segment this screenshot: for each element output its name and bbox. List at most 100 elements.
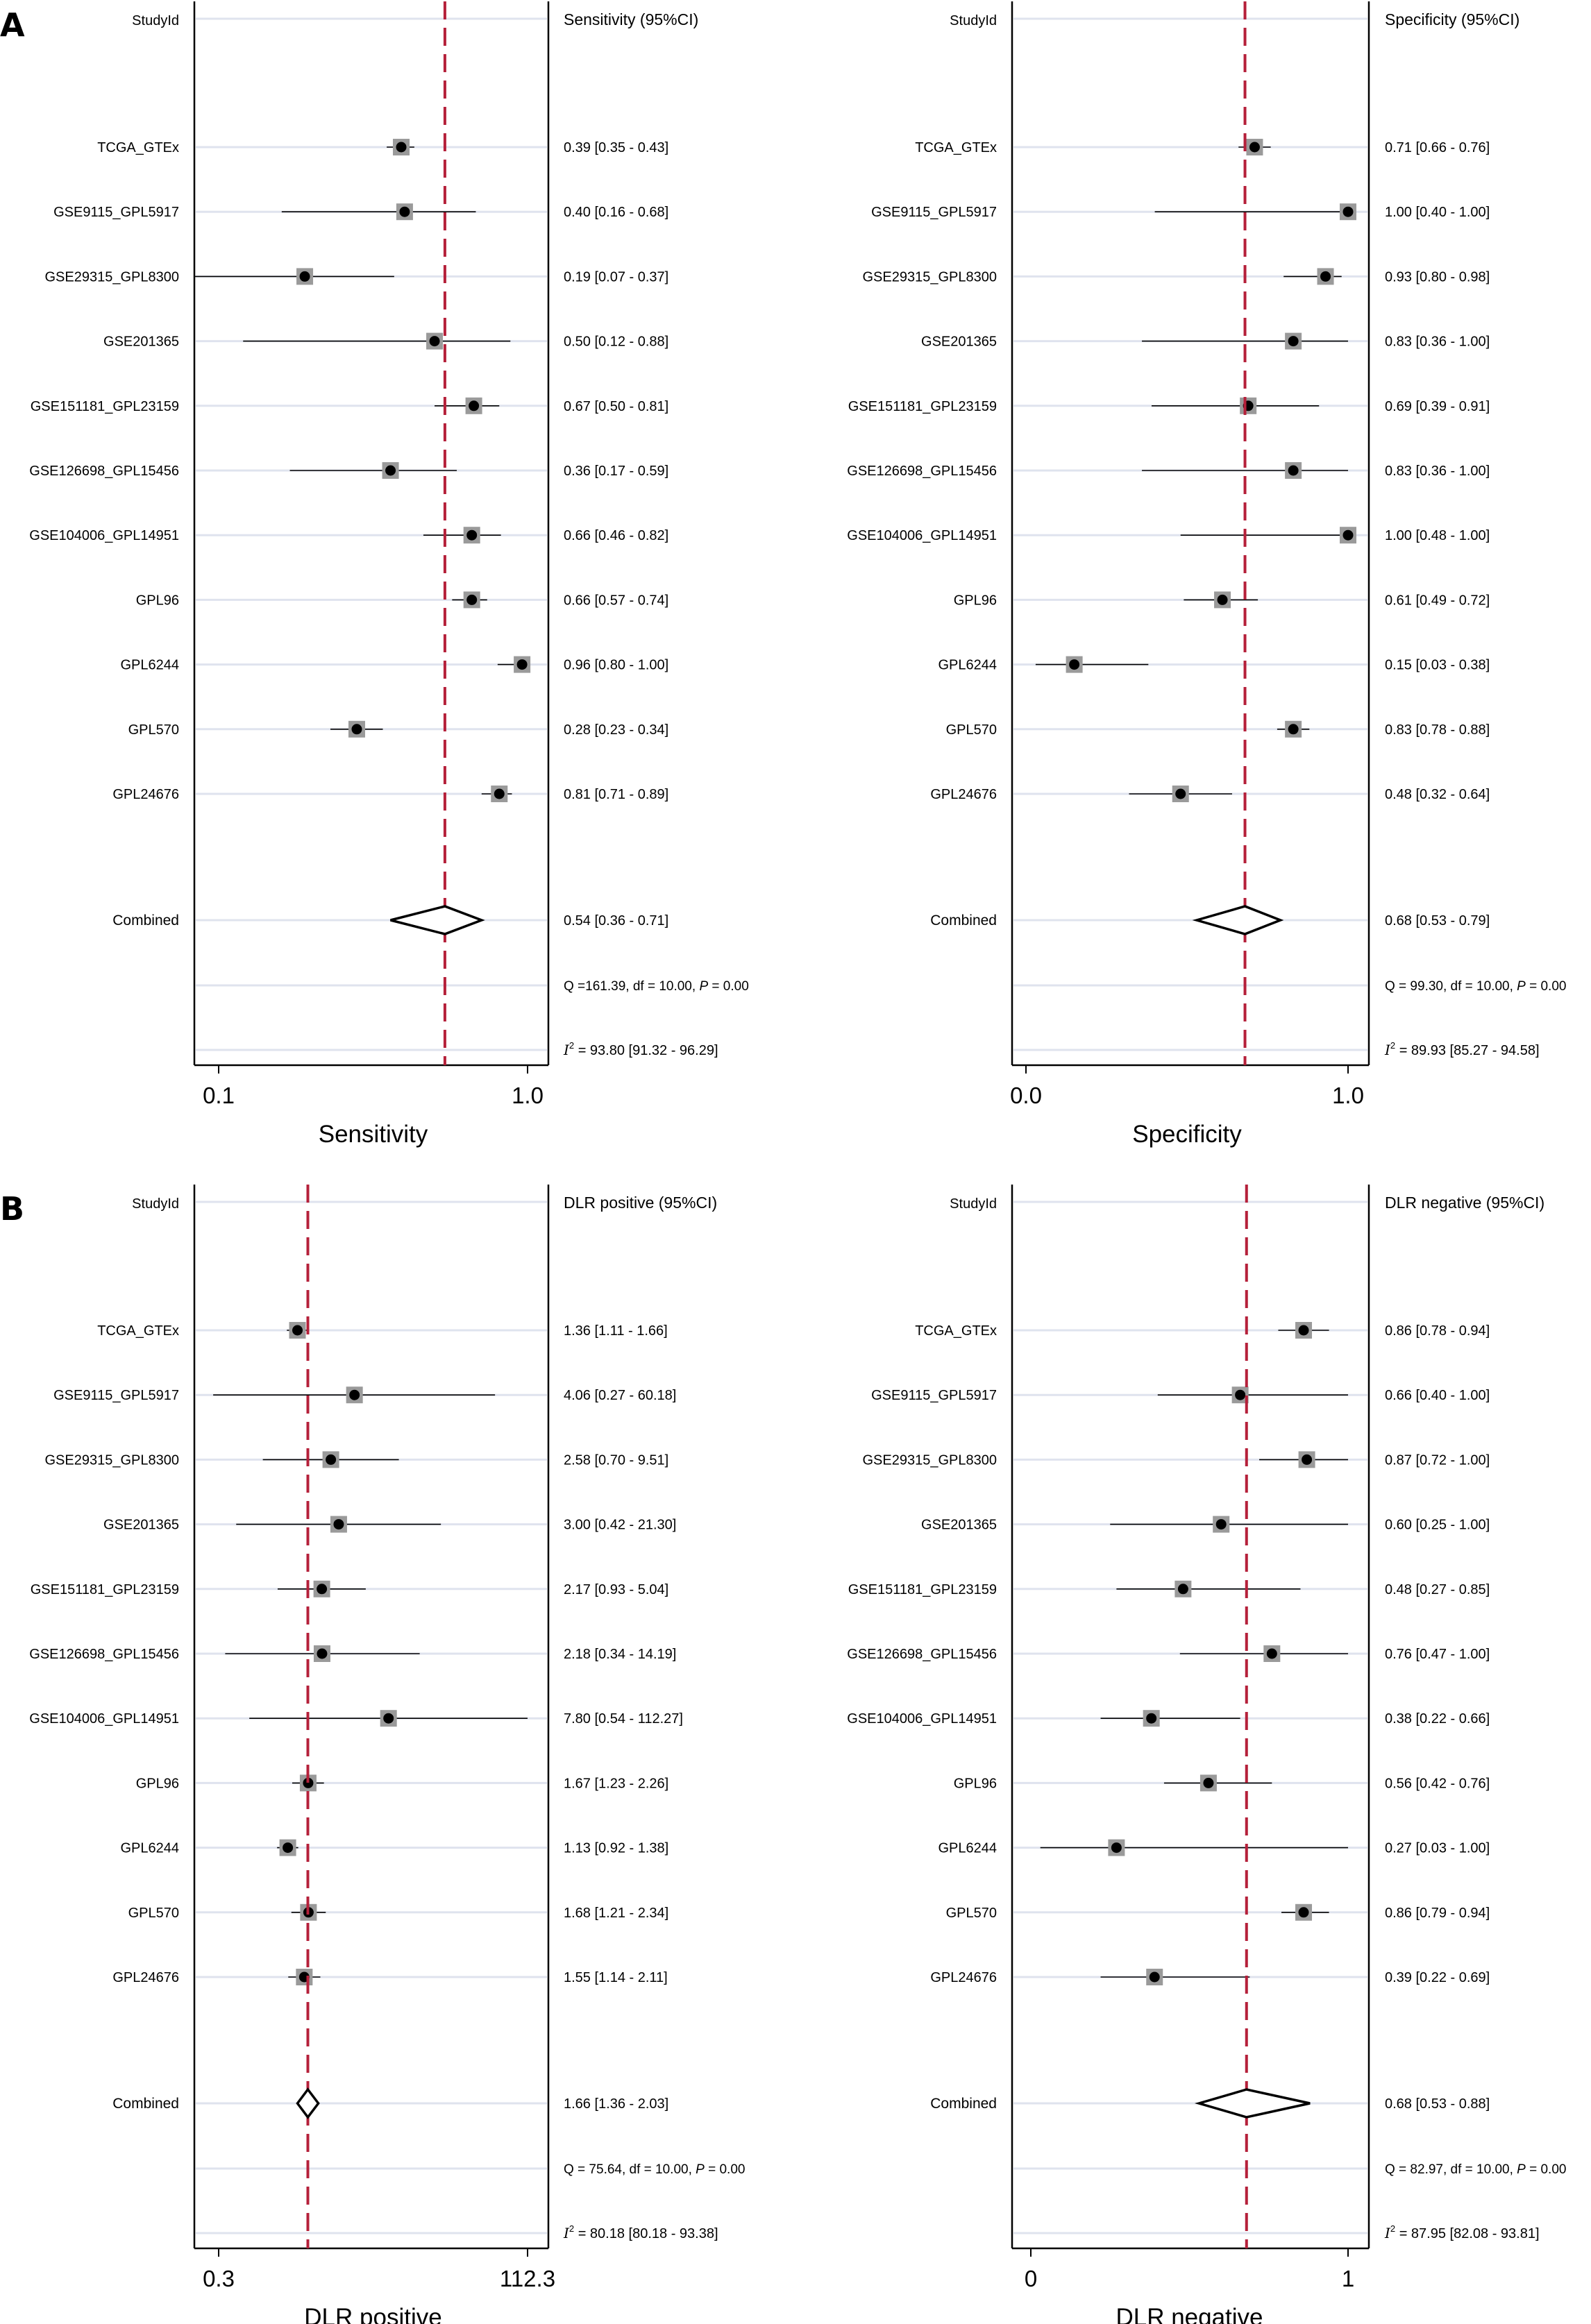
point-estimate [1288, 465, 1299, 476]
study-name: GPL6244 [120, 658, 179, 673]
x-axis-label: Sensitivity [319, 1121, 428, 1148]
study-name: TCGA_GTEx [915, 140, 997, 155]
estimate-label: 0.39 [0.22 - 0.69] [1385, 1970, 1490, 1985]
combined-diamond [1192, 905, 1284, 935]
estimate-label: 0.67 [0.50 - 0.81] [564, 399, 668, 414]
study-name: GSE126698_GPL15456 [847, 1647, 997, 1662]
estimate-label: 4.06 [0.27 - 60.18] [564, 1388, 676, 1403]
point-estimate [283, 1842, 294, 1854]
study-name: GSE126698_GPL15456 [847, 464, 997, 479]
estimate-header: DLR negative (95%CI) [1385, 1194, 1544, 1212]
estimate-label: 1.36 [1.11 - 1.66] [564, 1323, 668, 1339]
study-row: GSE151181_GPL23159 0.67 [0.50 - 0.81] [31, 397, 668, 414]
point-estimate [466, 594, 478, 605]
study-row: GPL6244 0.96 [0.80 - 1.00] [120, 656, 668, 673]
study-row: GSE151181_GPL23159 2.17 [0.93 - 5.04] [31, 1580, 668, 1597]
point-estimate [1177, 1584, 1188, 1595]
point-estimate [326, 1454, 337, 1465]
study-name: GSE104006_GPL14951 [29, 1711, 179, 1727]
point-estimate [1149, 1971, 1160, 1983]
point-estimate [1203, 1777, 1214, 1788]
combined-label: Combined [930, 2096, 997, 2112]
estimate-label: 0.71 [0.66 - 0.76] [1385, 140, 1490, 155]
study-row: GSE151181_GPL23159 0.69 [0.39 - 0.91] [848, 397, 1490, 414]
x-tick-label: 1 [1342, 2266, 1354, 2291]
estimate-label: 0.61 [0.49 - 0.72] [1385, 593, 1490, 608]
estimate-label: 0.76 [0.47 - 1.00] [1385, 1647, 1490, 1662]
studyid-header: StudyId [950, 13, 997, 28]
study-name: GPL24676 [112, 1970, 179, 1985]
estimate-header: Specificity (95%CI) [1385, 10, 1520, 28]
estimate-label: 0.19 [0.07 - 0.37] [564, 269, 668, 285]
study-row: GPL24676 1.55 [1.14 - 2.11] [112, 1969, 668, 1985]
estimate-label: 1.00 [0.48 - 1.00] [1385, 528, 1490, 543]
study-row: GPL24676 0.39 [0.22 - 0.69] [930, 1969, 1490, 1985]
estimate-label: 0.83 [0.78 - 0.88] [1385, 722, 1490, 738]
study-row: GSE29315_GPL8300 0.19 [0.07 - 0.37] [45, 268, 668, 285]
study-row: GSE201365 0.83 [0.36 - 1.00] [921, 332, 1490, 350]
point-estimate [1320, 271, 1331, 282]
panel-label-a: A [0, 6, 25, 44]
x-tick-label: 0.1 [203, 1083, 235, 1108]
estimate-label: 0.69 [0.39 - 0.91] [1385, 399, 1490, 414]
estimate-header: DLR positive (95%CI) [564, 1194, 717, 1212]
study-name: GPL96 [954, 1776, 997, 1791]
study-name: GSE9115_GPL5917 [871, 1388, 997, 1403]
point-estimate [469, 400, 480, 412]
study-row: GPL96 0.66 [0.57 - 0.74] [136, 591, 668, 609]
combined-diamond [1194, 2088, 1311, 2119]
study-row: GSE9115_GPL5917 1.00 [0.40 - 1.00] [871, 203, 1490, 221]
point-estimate [1217, 594, 1228, 605]
study-name: GSE151181_GPL23159 [848, 399, 997, 414]
study-name: GPL6244 [120, 1841, 179, 1856]
study-name: GSE126698_GPL15456 [29, 1647, 179, 1662]
x-tick-label: 1.0 [1332, 1083, 1364, 1108]
study-name: GPL570 [128, 722, 179, 738]
study-row: GPL570 0.28 [0.23 - 0.34] [128, 720, 668, 738]
point-estimate [399, 206, 410, 217]
study-name: GPL6244 [938, 1841, 997, 1856]
study-name: GPL570 [946, 722, 997, 738]
studyid-header: StudyId [132, 1196, 179, 1212]
estimate-label: 0.93 [0.80 - 0.98] [1385, 269, 1490, 285]
estimate-label: 0.28 [0.23 - 0.34] [564, 722, 668, 738]
study-row: GPL24676 0.81 [0.71 - 0.89] [112, 786, 668, 802]
combined-estimate-label: 0.54 [0.36 - 0.71] [564, 913, 668, 928]
combined-estimate-label: 0.68 [0.53 - 0.88] [1385, 2096, 1490, 2112]
forest-plot-sensitivity: 0.1 1.0 Sensitivity StudyId Sensitivity (95%… [29, 1, 749, 1148]
point-estimate [299, 271, 310, 282]
combined-diamond [390, 905, 485, 935]
estimate-label: 1.55 [1.14 - 2.11] [564, 1970, 668, 1985]
study-name: GSE201365 [103, 334, 179, 350]
point-estimate [466, 529, 478, 541]
x-tick-label: 112.3 [500, 2266, 555, 2291]
point-estimate [1235, 1389, 1246, 1400]
estimate-label: 7.80 [0.54 - 112.27] [564, 1711, 683, 1727]
study-row: GPL96 1.67 [1.23 - 2.26] [136, 1774, 668, 1792]
point-estimate [1298, 1325, 1309, 1336]
study-name: GSE201365 [921, 1518, 997, 1533]
study-row: GSE29315_GPL8300 0.93 [0.80 - 0.98] [863, 268, 1490, 285]
study-name: GPL96 [136, 593, 179, 608]
study-name: GSE29315_GPL8300 [45, 269, 180, 285]
study-name: GSE104006_GPL14951 [847, 528, 997, 543]
point-estimate [516, 659, 528, 670]
estimate-label: 2.58 [0.70 - 9.51] [564, 1452, 668, 1468]
point-estimate [1302, 1454, 1313, 1465]
point-estimate [1288, 336, 1299, 347]
point-estimate [429, 336, 440, 347]
study-name: GSE104006_GPL14951 [847, 1711, 997, 1727]
point-estimate [1146, 1713, 1157, 1724]
estimate-label: 0.81 [0.71 - 0.89] [564, 787, 668, 802]
study-row: GSE29315_GPL8300 0.87 [0.72 - 1.00] [863, 1451, 1490, 1468]
study-name: GSE29315_GPL8300 [45, 1452, 180, 1468]
point-estimate [1111, 1842, 1122, 1854]
study-row: GSE126698_GPL15456 0.36 [0.17 - 0.59] [29, 462, 668, 479]
study-name: GSE201365 [921, 334, 997, 350]
study-row: GSE151181_GPL23159 0.48 [0.27 - 0.85] [848, 1580, 1490, 1597]
study-name: TCGA_GTEx [97, 1323, 179, 1339]
study-row: GSE9115_GPL5917 0.66 [0.40 - 1.00] [871, 1386, 1490, 1404]
point-estimate [1298, 1907, 1309, 1918]
study-name: TCGA_GTEx [915, 1323, 997, 1339]
